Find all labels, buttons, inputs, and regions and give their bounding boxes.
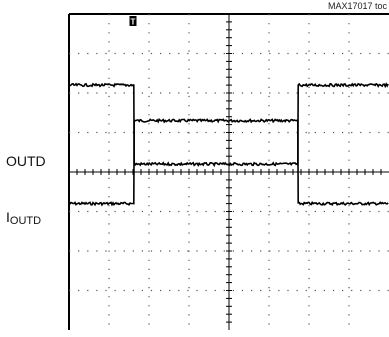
trace-0 xyxy=(68,118,389,207)
figure-id: MAX17017 toc xyxy=(327,1,387,11)
channel-label-ioutd-sub: OUTD xyxy=(9,215,42,227)
trace-1 xyxy=(68,82,389,168)
channel-label-ioutd-main: I xyxy=(6,209,10,225)
channel-label-outd: OUTD xyxy=(6,154,46,168)
trigger-marker-label: T xyxy=(131,18,136,27)
channel-label-outd-text: OUTD xyxy=(6,153,46,169)
channel-label-ioutd: IOUTD xyxy=(6,209,42,227)
trigger-marker xyxy=(129,16,137,26)
